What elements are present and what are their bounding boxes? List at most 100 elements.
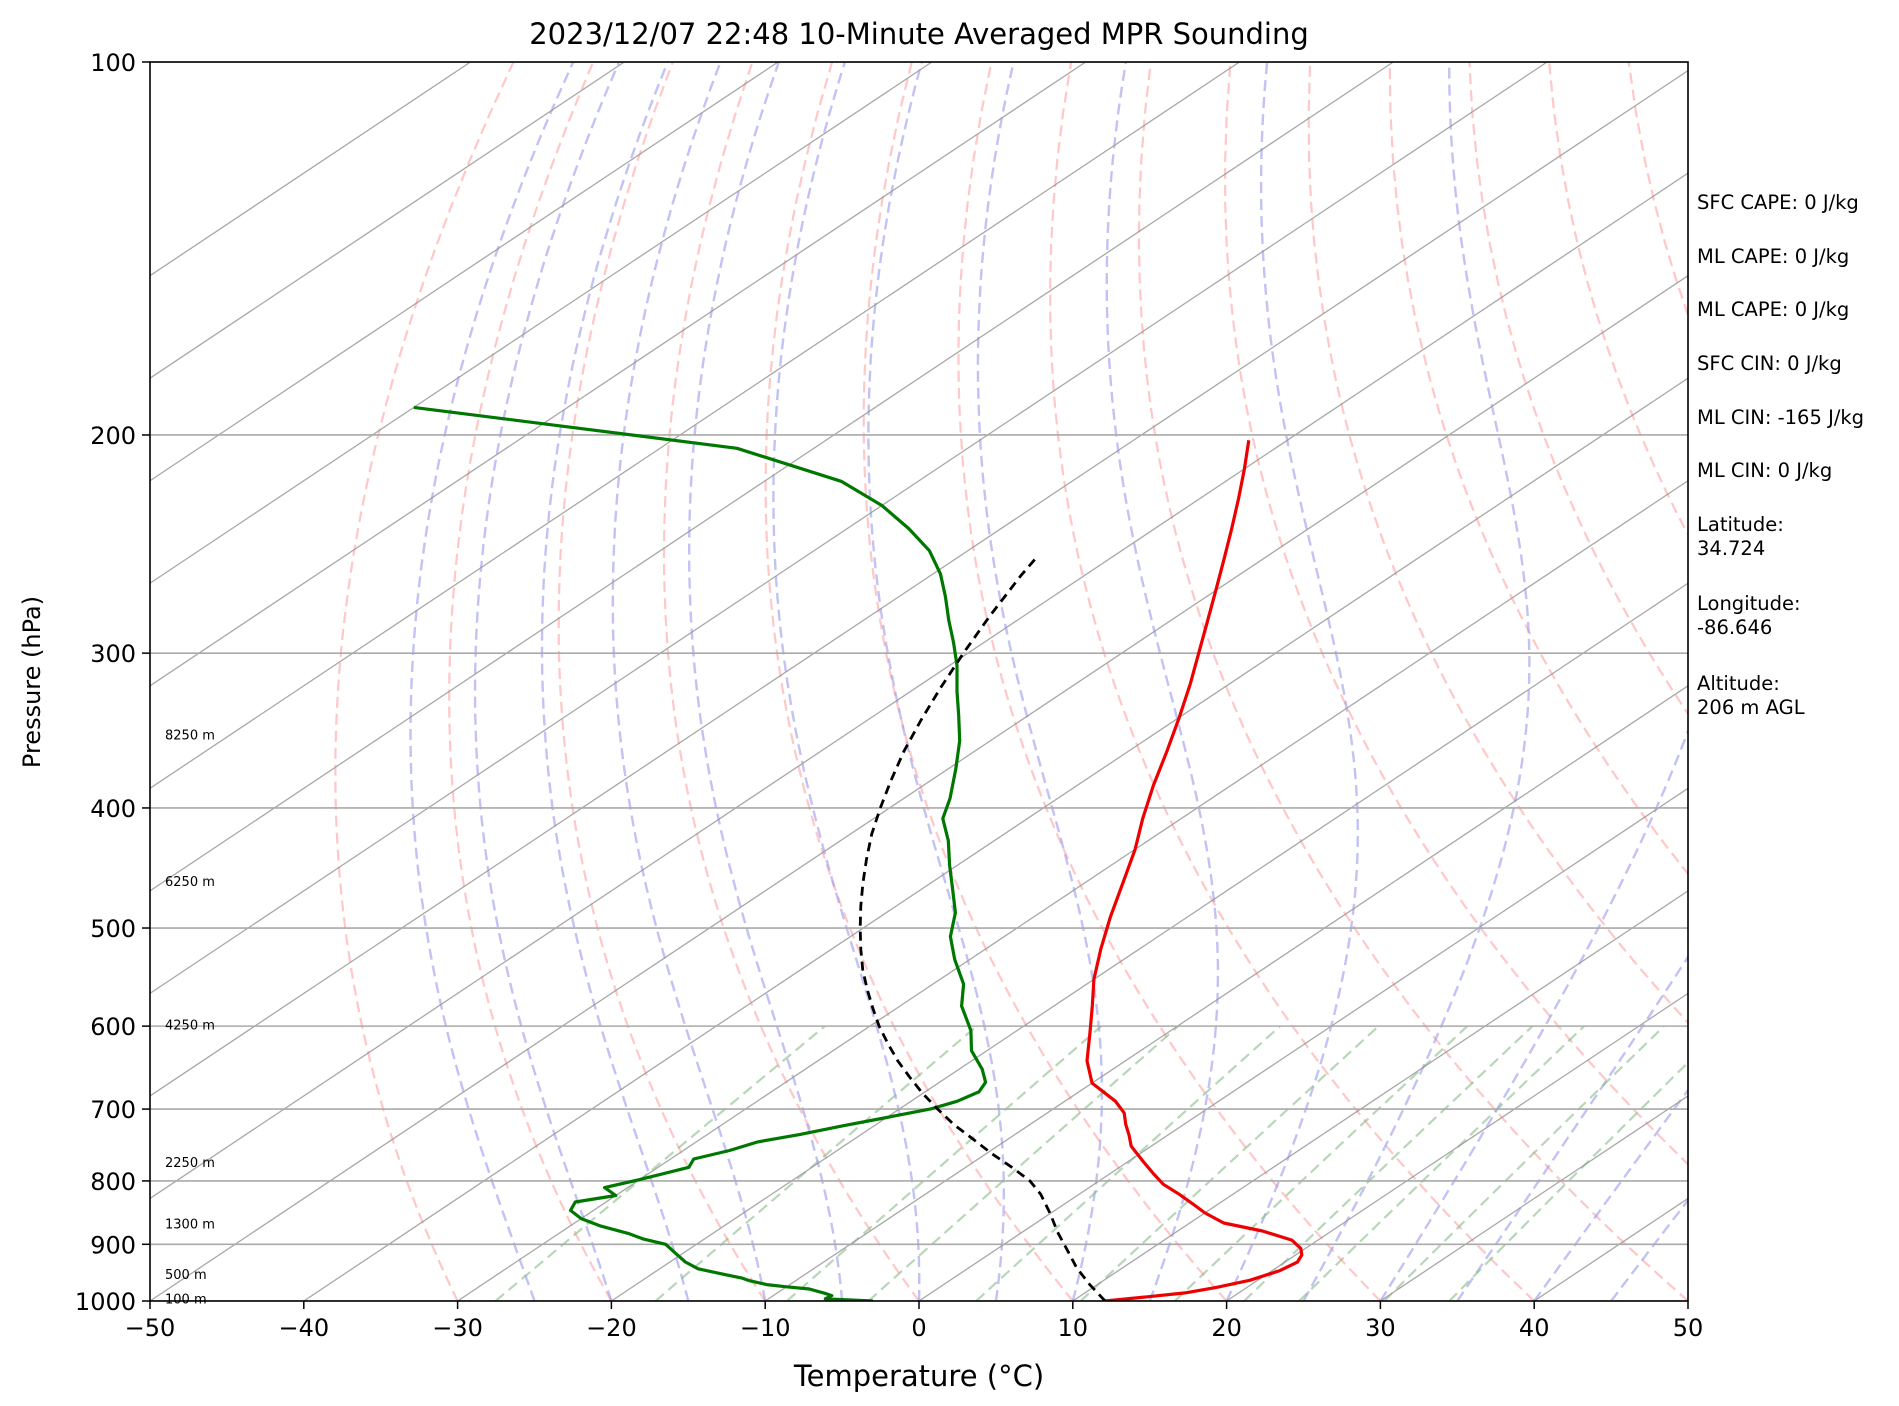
dry-adiabat — [1049, 62, 1535, 1301]
longitude-label: Longitude: — [1697, 592, 1801, 615]
y-tick-label: 900 — [90, 1231, 136, 1259]
mixing-ratio-line — [786, 1025, 1103, 1301]
isotherm — [457, 479, 1688, 1301]
chart-title: 2023/12/07 22:48 10-Minute Averaged MPR … — [529, 17, 1309, 51]
y-tick-label: 800 — [90, 1168, 136, 1196]
x-tick-label: 40 — [1519, 1314, 1550, 1342]
moist-adiabat — [867, 62, 1005, 1301]
ml-cape-text: ML CAPE: 0 J/kg — [1697, 245, 1850, 268]
dry-adiabat — [1468, 62, 1688, 716]
series-line-2 — [858, 558, 1107, 1301]
mixing-ratio-line — [1448, 1061, 1688, 1301]
isotherm — [150, 69, 1688, 1097]
x-tick-label: 50 — [1673, 1314, 1704, 1342]
dry-adiabat — [1137, 62, 1688, 1301]
isotherm — [918, 787, 1688, 1301]
y-tick-label: 600 — [90, 1013, 136, 1041]
longitude-value: -86.646 — [1697, 616, 1773, 639]
dry-adiabat — [1388, 62, 1688, 876]
isotherm — [150, 274, 1688, 1301]
latitude-label: Latitude: — [1697, 513, 1784, 536]
dry-adiabat — [1224, 62, 1688, 1166]
y-tick-label: 700 — [90, 1096, 136, 1124]
height-label: 1300 m — [165, 1218, 215, 1233]
y-tick-label: 300 — [90, 640, 136, 668]
isotherm — [150, 62, 471, 277]
dry-adiabat — [334, 62, 515, 1301]
background-lines — [150, 62, 1688, 1301]
moist-adiabat — [473, 62, 621, 1301]
x-tick-label: 20 — [1211, 1314, 1242, 1342]
dry-adiabat — [448, 62, 613, 1301]
dry-adiabat — [662, 62, 920, 1301]
latitude-value: 34.724 — [1697, 537, 1766, 560]
moist-adiabat — [1105, 62, 1220, 1301]
x-tick-label: −30 — [432, 1314, 483, 1342]
series-line-1 — [413, 405, 988, 1301]
sounding-traces — [413, 405, 1304, 1301]
y-tick-label: 200 — [90, 422, 136, 450]
y-tick-label: 100 — [90, 49, 136, 77]
moist-adiabat — [409, 62, 575, 1301]
moist-adiabat — [688, 62, 844, 1301]
isotherm — [150, 62, 625, 379]
isotherm — [150, 62, 1240, 790]
isotherm — [150, 62, 1394, 892]
sfc-cin-text: SFC CIN: 0 J/kg — [1697, 352, 1842, 375]
y-tick-label: 1000 — [75, 1288, 136, 1316]
x-tick-label: 0 — [911, 1314, 926, 1342]
height-label: 500 m — [165, 1268, 207, 1283]
height-label: 100 m — [165, 1292, 207, 1307]
x-tick-label: 10 — [1058, 1314, 1089, 1342]
x-tick-label: −40 — [278, 1314, 329, 1342]
ml-cin-text-2: ML CIN: 0 J/kg — [1697, 459, 1833, 482]
ml-cape-text-2: ML CAPE: 0 J/kg — [1697, 298, 1850, 321]
y-tick-label: 500 — [90, 915, 136, 943]
isotherm — [1072, 890, 1688, 1301]
isotherm — [150, 62, 1548, 995]
altitude-value: 206 m AGL — [1697, 696, 1805, 719]
mixing-ratio-line — [494, 1025, 826, 1301]
x-tick-label: −20 — [586, 1314, 637, 1342]
height-label: 4250 m — [165, 1018, 215, 1033]
ml-cin-text: ML CIN: -165 J/kg — [1697, 406, 1865, 429]
moist-adiabat — [611, 62, 767, 1301]
moist-adiabat — [540, 62, 690, 1301]
isotherm — [150, 62, 933, 585]
sfc-cape-text: SFC CAPE: 0 J/kg — [1697, 191, 1859, 214]
dry-adiabat — [557, 62, 767, 1301]
x-axis-label: Temperature (°C) — [793, 1359, 1044, 1393]
axis-ticks: −50 −40 −30 −20 −10 0 10 20 30 40 50 1000 900 800 700 6… — [75, 49, 1703, 1342]
height-label: 6250 m — [165, 875, 215, 890]
dry-adiabat — [764, 62, 1074, 1301]
moist-adiabat — [772, 62, 921, 1301]
moist-adiabat — [1456, 954, 1688, 1301]
isotherm — [150, 172, 1688, 1200]
y-tick-label: 400 — [90, 795, 136, 823]
isotherm — [1226, 992, 1688, 1301]
altitude-label: Altitude: — [1697, 672, 1780, 695]
isotherm — [764, 685, 1688, 1301]
isotherm — [150, 62, 779, 482]
dry-adiabat — [1307, 62, 1688, 1025]
height-label: 2250 m — [165, 1156, 215, 1171]
isotherm — [303, 377, 1688, 1301]
moist-adiabat — [1610, 1198, 1688, 1301]
height-labels: 100 m 500 m 1300 m 2250 m 4250 m 6250 m 8250 m — [165, 729, 215, 1308]
moist-adiabat — [1302, 62, 1531, 1301]
isotherm — [150, 62, 1087, 687]
dry-adiabat — [862, 62, 1228, 1301]
x-tick-label: −50 — [125, 1314, 176, 1342]
height-label: 8250 m — [165, 729, 215, 744]
x-tick-label: 30 — [1365, 1314, 1396, 1342]
moist-adiabat — [1533, 1088, 1688, 1301]
y-axis-label: Pressure (hPa) — [18, 596, 46, 768]
dry-adiabat — [957, 62, 1382, 1301]
x-tick-label: −10 — [740, 1314, 791, 1342]
moist-adiabat — [1379, 727, 1688, 1301]
series-line-0 — [1085, 440, 1304, 1301]
isotherm — [611, 582, 1688, 1301]
mixing-ratio-line — [654, 1025, 978, 1301]
